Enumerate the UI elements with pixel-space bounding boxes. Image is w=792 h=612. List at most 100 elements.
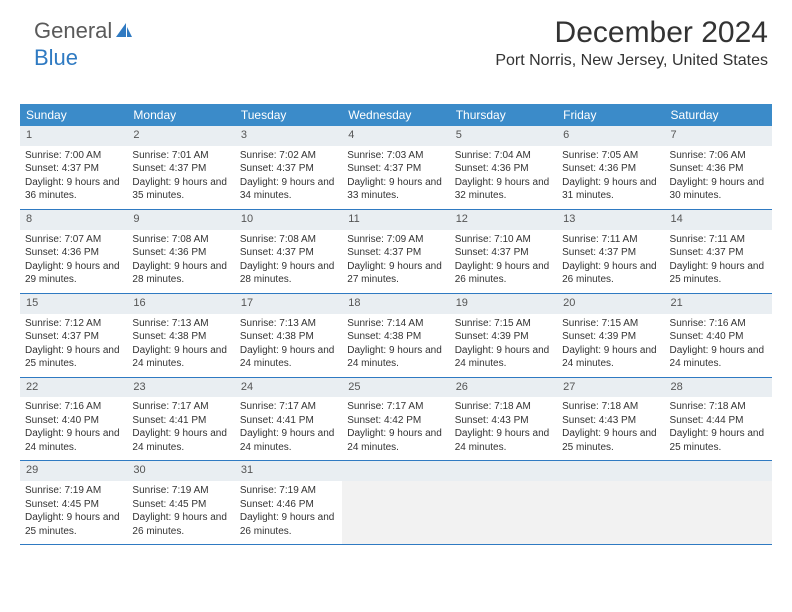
day-cell: Sunrise: 7:04 AMSunset: 4:36 PMDaylight:…	[450, 146, 557, 210]
day-number-cell: 28	[665, 377, 772, 397]
sunset-line: Sunset: 4:37 PM	[562, 246, 659, 260]
sunset-line: Sunset: 4:37 PM	[240, 162, 337, 176]
day-number: 25	[348, 380, 443, 396]
day-number: 4	[348, 128, 443, 144]
sunrise-line: Sunrise: 7:07 AM	[25, 233, 122, 247]
day-cell: Sunrise: 7:15 AMSunset: 4:39 PMDaylight:…	[450, 314, 557, 378]
calendar-table: SundayMondayTuesdayWednesdayThursdayFrid…	[20, 104, 772, 545]
weekday-header: Monday	[127, 104, 234, 126]
day-number: 21	[671, 296, 766, 312]
day-cell: Sunrise: 7:00 AMSunset: 4:37 PMDaylight:…	[20, 146, 127, 210]
day-number: 19	[456, 296, 551, 312]
day-cell: Sunrise: 7:13 AMSunset: 4:38 PMDaylight:…	[235, 314, 342, 378]
day-number: 7	[671, 128, 766, 144]
day-number-cell: 4	[342, 126, 449, 146]
sunrise-line: Sunrise: 7:09 AM	[347, 233, 444, 247]
sunrise-line: Sunrise: 7:14 AM	[347, 317, 444, 331]
sunrise-line: Sunrise: 7:16 AM	[670, 317, 767, 331]
empty-cell	[665, 481, 772, 545]
daylight-line: Daylight: 9 hours and 25 minutes.	[670, 427, 767, 454]
day-cell: Sunrise: 7:03 AMSunset: 4:37 PMDaylight:…	[342, 146, 449, 210]
daylight-line: Daylight: 9 hours and 28 minutes.	[132, 260, 229, 287]
sunset-line: Sunset: 4:43 PM	[455, 414, 552, 428]
sunset-line: Sunset: 4:40 PM	[670, 330, 767, 344]
day-number-cell: 31	[235, 461, 342, 481]
day-cell: Sunrise: 7:06 AMSunset: 4:36 PMDaylight:…	[665, 146, 772, 210]
daylight-line: Daylight: 9 hours and 24 minutes.	[455, 344, 552, 371]
sunrise-line: Sunrise: 7:12 AM	[25, 317, 122, 331]
day-cell: Sunrise: 7:18 AMSunset: 4:43 PMDaylight:…	[557, 397, 664, 461]
sunrise-line: Sunrise: 7:02 AM	[240, 149, 337, 163]
logo-text-2: Blue	[34, 45, 78, 70]
weekday-header: Friday	[557, 104, 664, 126]
daylight-line: Daylight: 9 hours and 24 minutes.	[240, 344, 337, 371]
daylight-line: Daylight: 9 hours and 26 minutes.	[562, 260, 659, 287]
daylight-line: Daylight: 9 hours and 36 minutes.	[25, 176, 122, 203]
sunset-line: Sunset: 4:38 PM	[132, 330, 229, 344]
day-number-cell: 22	[20, 377, 127, 397]
sunrise-line: Sunrise: 7:11 AM	[670, 233, 767, 247]
sunrise-line: Sunrise: 7:18 AM	[670, 400, 767, 414]
day-cell: Sunrise: 7:07 AMSunset: 4:36 PMDaylight:…	[20, 230, 127, 294]
sunrise-line: Sunrise: 7:17 AM	[347, 400, 444, 414]
sunset-line: Sunset: 4:41 PM	[240, 414, 337, 428]
day-number-cell: 2	[127, 126, 234, 146]
day-number-cell: 11	[342, 209, 449, 229]
sunset-line: Sunset: 4:36 PM	[455, 162, 552, 176]
empty-cell	[665, 461, 772, 481]
day-number-cell: 7	[665, 126, 772, 146]
day-number: 14	[671, 212, 766, 228]
daylight-line: Daylight: 9 hours and 29 minutes.	[25, 260, 122, 287]
daylight-line: Daylight: 9 hours and 24 minutes.	[670, 344, 767, 371]
sunrise-line: Sunrise: 7:19 AM	[25, 484, 122, 498]
day-cell: Sunrise: 7:13 AMSunset: 4:38 PMDaylight:…	[127, 314, 234, 378]
weekday-header: Tuesday	[235, 104, 342, 126]
day-number-cell: 5	[450, 126, 557, 146]
day-number-cell: 3	[235, 126, 342, 146]
day-cell: Sunrise: 7:01 AMSunset: 4:37 PMDaylight:…	[127, 146, 234, 210]
day-number-cell: 18	[342, 293, 449, 313]
day-number: 20	[563, 296, 658, 312]
sunset-line: Sunset: 4:46 PM	[240, 498, 337, 512]
day-number: 11	[348, 212, 443, 228]
day-number-cell: 10	[235, 209, 342, 229]
day-cell: Sunrise: 7:19 AMSunset: 4:45 PMDaylight:…	[127, 481, 234, 545]
daylight-line: Daylight: 9 hours and 24 minutes.	[132, 344, 229, 371]
daylight-line: Daylight: 9 hours and 24 minutes.	[132, 427, 229, 454]
sunset-line: Sunset: 4:36 PM	[132, 246, 229, 260]
sunset-line: Sunset: 4:37 PM	[25, 162, 122, 176]
sunrise-line: Sunrise: 7:13 AM	[132, 317, 229, 331]
sunrise-line: Sunrise: 7:17 AM	[132, 400, 229, 414]
sunset-line: Sunset: 4:37 PM	[25, 330, 122, 344]
daylight-line: Daylight: 9 hours and 24 minutes.	[347, 344, 444, 371]
day-number-cell: 17	[235, 293, 342, 313]
empty-cell	[342, 481, 449, 545]
logo-text-1: General	[34, 18, 112, 43]
day-number-cell: 21	[665, 293, 772, 313]
day-number-cell: 25	[342, 377, 449, 397]
day-number: 22	[26, 380, 121, 396]
daylight-line: Daylight: 9 hours and 30 minutes.	[670, 176, 767, 203]
daylight-line: Daylight: 9 hours and 31 minutes.	[562, 176, 659, 203]
day-cell: Sunrise: 7:17 AMSunset: 4:41 PMDaylight:…	[127, 397, 234, 461]
location-label: Port Norris, New Jersey, United States	[495, 52, 768, 70]
day-number-cell: 23	[127, 377, 234, 397]
day-cell: Sunrise: 7:18 AMSunset: 4:43 PMDaylight:…	[450, 397, 557, 461]
empty-cell	[450, 461, 557, 481]
empty-cell	[557, 481, 664, 545]
logo-sail-icon	[114, 19, 134, 45]
sunrise-line: Sunrise: 7:08 AM	[240, 233, 337, 247]
day-cell: Sunrise: 7:08 AMSunset: 4:37 PMDaylight:…	[235, 230, 342, 294]
sunrise-line: Sunrise: 7:03 AM	[347, 149, 444, 163]
daylight-line: Daylight: 9 hours and 25 minutes.	[562, 427, 659, 454]
day-number-cell: 29	[20, 461, 127, 481]
day-number: 27	[563, 380, 658, 396]
page-header: December 2024 Port Norris, New Jersey, U…	[495, 16, 768, 70]
daylight-line: Daylight: 9 hours and 33 minutes.	[347, 176, 444, 203]
sunset-line: Sunset: 4:39 PM	[455, 330, 552, 344]
sunset-line: Sunset: 4:42 PM	[347, 414, 444, 428]
sunset-line: Sunset: 4:37 PM	[347, 162, 444, 176]
sunset-line: Sunset: 4:36 PM	[562, 162, 659, 176]
sunset-line: Sunset: 4:37 PM	[347, 246, 444, 260]
weekday-header: Saturday	[665, 104, 772, 126]
